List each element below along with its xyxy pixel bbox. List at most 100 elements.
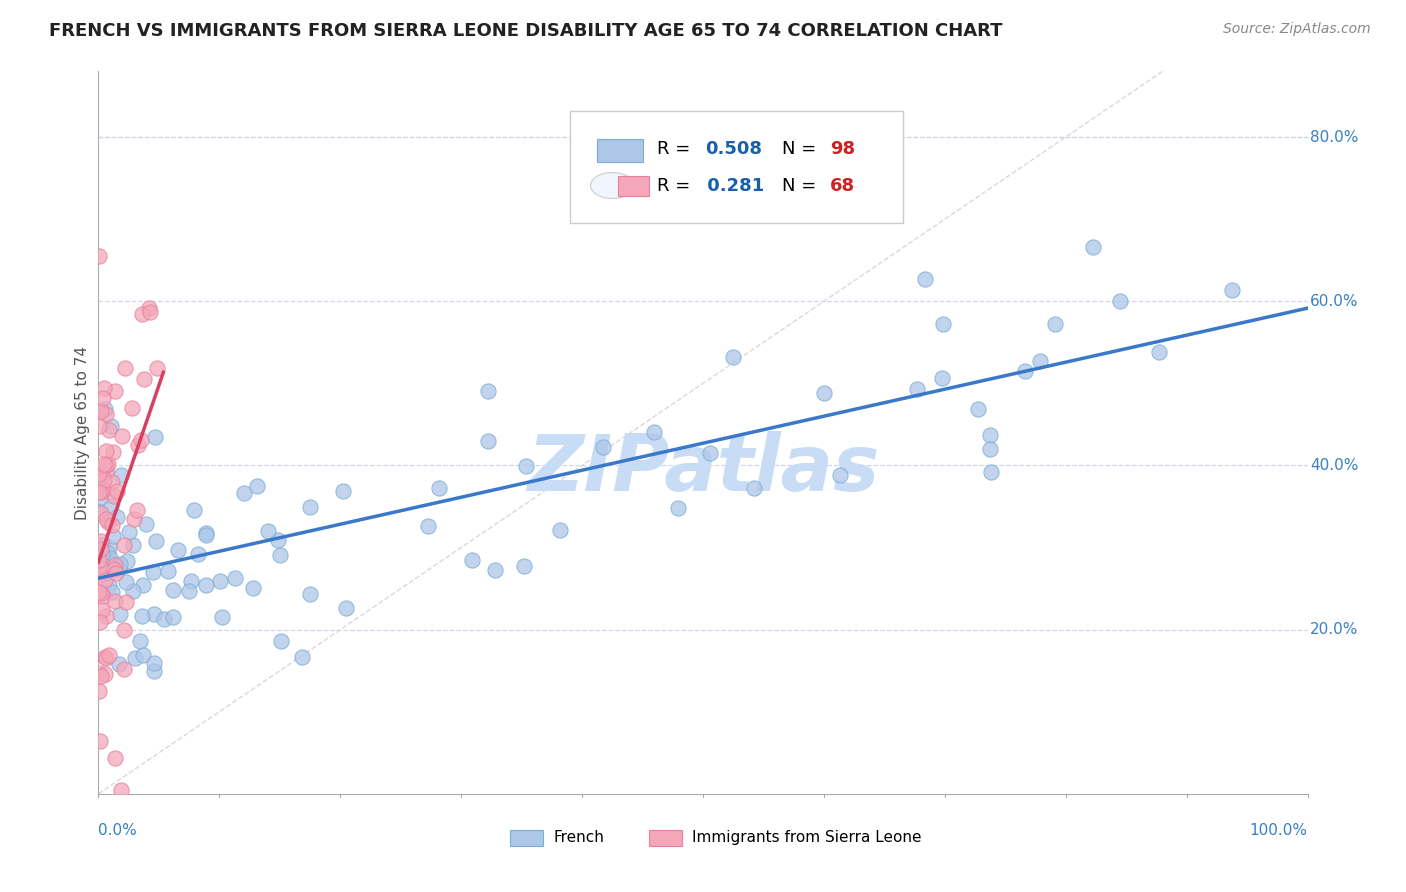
Point <box>87 552 110 566</box>
Point <box>515 458 537 473</box>
Point <box>427 481 450 495</box>
Point <box>127 503 149 517</box>
Bar <box>648 830 682 846</box>
Point <box>96 650 118 665</box>
Point <box>132 577 155 591</box>
Point <box>967 402 990 417</box>
Point <box>932 317 955 331</box>
Point <box>332 484 354 499</box>
Point <box>104 384 127 398</box>
Point <box>114 361 136 376</box>
Point <box>270 633 292 648</box>
Point <box>914 272 936 286</box>
Point <box>100 557 122 571</box>
Point <box>101 517 124 532</box>
Point <box>195 578 218 592</box>
Point <box>90 484 112 499</box>
Point <box>90 603 112 617</box>
Point <box>112 662 135 676</box>
Point <box>94 573 117 587</box>
Point <box>108 657 131 671</box>
Point <box>89 666 111 681</box>
Point <box>90 562 112 576</box>
Point <box>104 751 127 765</box>
Point <box>87 249 110 263</box>
Y-axis label: Disability Age 65 to 74: Disability Age 65 to 74 <box>75 345 90 520</box>
Text: N =: N = <box>782 177 815 194</box>
Text: 0.508: 0.508 <box>706 140 762 159</box>
Point <box>94 650 117 665</box>
Point <box>90 533 112 548</box>
Point <box>257 524 280 538</box>
Point <box>298 587 321 601</box>
Point <box>142 656 165 670</box>
Point <box>104 558 127 573</box>
Text: 0.281: 0.281 <box>700 177 763 194</box>
Point <box>98 423 121 437</box>
Point <box>477 384 499 398</box>
Point <box>94 407 117 421</box>
Point <box>721 350 744 364</box>
Circle shape <box>591 172 634 199</box>
Point <box>96 566 118 580</box>
Point <box>90 490 112 504</box>
Point <box>90 403 112 417</box>
Point <box>1149 344 1171 359</box>
Point <box>1043 317 1066 331</box>
Point <box>246 479 269 493</box>
Point <box>980 465 1002 479</box>
Point <box>145 534 167 549</box>
Point <box>142 664 165 678</box>
Point <box>104 594 127 608</box>
Point <box>101 585 124 599</box>
Point <box>110 557 132 571</box>
Point <box>131 609 153 624</box>
Point <box>666 500 689 515</box>
Point <box>89 585 111 599</box>
Point <box>89 615 111 629</box>
Point <box>187 547 209 561</box>
Text: 100.0%: 100.0% <box>1250 822 1308 838</box>
Point <box>162 610 184 624</box>
Point <box>87 684 110 698</box>
Point <box>97 540 120 554</box>
Point <box>267 533 290 548</box>
Point <box>89 418 111 433</box>
Point <box>153 611 176 625</box>
Point <box>242 581 264 595</box>
Point <box>97 458 120 472</box>
Point <box>90 669 112 683</box>
Text: 80.0%: 80.0% <box>1310 129 1358 145</box>
Point <box>132 648 155 663</box>
Text: FRENCH VS IMMIGRANTS FROM SIERRA LEONE DISABILITY AGE 65 TO 74 CORRELATION CHART: FRENCH VS IMMIGRANTS FROM SIERRA LEONE D… <box>49 22 1002 40</box>
Point <box>93 402 115 417</box>
Point <box>335 601 357 615</box>
Point <box>1222 283 1244 297</box>
Point <box>108 560 131 574</box>
Text: Immigrants from Sierra Leone: Immigrants from Sierra Leone <box>692 830 921 846</box>
Point <box>94 512 117 526</box>
Point <box>93 667 115 681</box>
Point <box>110 468 132 483</box>
Point <box>90 586 112 600</box>
Point <box>167 543 190 558</box>
Point <box>103 562 125 576</box>
Point <box>138 301 160 315</box>
Text: 60.0%: 60.0% <box>1310 293 1358 309</box>
FancyBboxPatch shape <box>569 112 903 223</box>
Point <box>98 648 121 663</box>
Point <box>101 445 124 459</box>
Point <box>124 650 146 665</box>
Point <box>183 502 205 516</box>
Point <box>91 483 114 497</box>
Point <box>87 568 110 582</box>
Point <box>91 548 114 562</box>
Point <box>643 425 665 439</box>
Point <box>115 554 138 568</box>
Point <box>291 649 314 664</box>
Point <box>121 401 143 415</box>
Bar <box>509 830 543 846</box>
Point <box>89 733 111 747</box>
Point <box>139 305 162 319</box>
Point <box>132 372 155 386</box>
